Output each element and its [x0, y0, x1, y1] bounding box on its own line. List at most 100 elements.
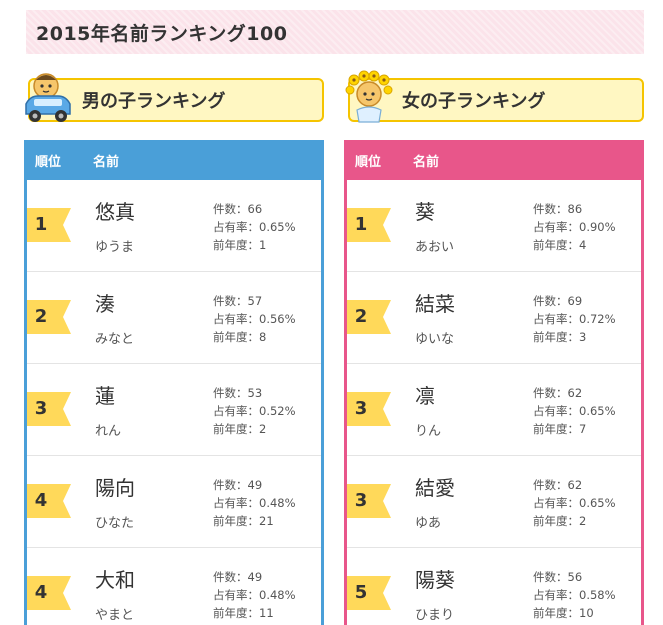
rank-number: 5	[354, 582, 368, 603]
prev-value: 10	[579, 606, 594, 620]
rank-ribbon-icon: 4	[27, 484, 71, 518]
rank-ribbon-icon: 3	[27, 392, 71, 426]
table-row[interactable]: 4 大和 やまと 件数：49 占有率：0.48% 前年度：11	[27, 548, 321, 625]
rank-ribbon-icon: 2	[347, 300, 391, 334]
prev-value: 2	[259, 422, 267, 436]
table-row[interactable]: 3 結愛 ゆあ 件数：62 占有率：0.65% 前年度：2	[347, 456, 641, 548]
share-value: 0.48%	[259, 496, 296, 510]
name-stats: 件数：49 占有率：0.48% 前年度：21	[213, 476, 296, 530]
boys-table-header: 順位 名前	[27, 140, 321, 180]
name-reading: ゆあ	[415, 516, 442, 531]
name-stats: 件数：62 占有率：0.65% 前年度：2	[533, 476, 616, 530]
prev-value: 4	[579, 238, 587, 252]
girls-ranking-heading: 女の子ランキング	[345, 70, 644, 123]
prev-label: 前年度：	[533, 606, 579, 620]
share-label: 占有率：	[533, 404, 579, 418]
prev-value: 3	[579, 330, 587, 344]
prev-label: 前年度：	[213, 330, 259, 344]
count-value: 86	[567, 202, 583, 216]
table-row[interactable]: 5 陽葵 ひまり 件数：56 占有率：0.58% 前年度：10	[347, 548, 641, 625]
boys-ranking-heading-label: 男の子ランキング	[82, 91, 226, 112]
rank-ribbon-icon: 2	[27, 300, 71, 334]
name-kanji: 湊	[95, 292, 115, 316]
prev-value: 2	[579, 514, 587, 528]
rank-number: 3	[34, 398, 48, 419]
share-label: 占有率：	[213, 496, 259, 510]
name-stats: 件数：56 占有率：0.58% 前年度：10	[533, 568, 616, 622]
count-value: 69	[567, 294, 583, 308]
name-reading: やまと	[95, 608, 135, 623]
prev-label: 前年度：	[213, 514, 259, 528]
share-label: 占有率：	[533, 496, 579, 510]
prev-label: 前年度：	[533, 422, 579, 436]
share-value: 0.90%	[579, 220, 616, 234]
boys-ranking-heading: 男の子ランキング	[25, 73, 324, 122]
girls-ranking-heading-label: 女の子ランキング	[402, 91, 546, 112]
name-stats: 件数：86 占有率：0.90% 前年度：4	[533, 200, 616, 254]
name-kanji: 悠真	[95, 200, 135, 224]
table-row[interactable]: 1 葵 あおい 件数：86 占有率：0.90% 前年度：4	[347, 180, 641, 272]
rank-ribbon-icon: 3	[347, 392, 391, 426]
prev-label: 前年度：	[533, 514, 579, 528]
share-label: 占有率：	[213, 220, 259, 234]
share-value: 0.56%	[259, 312, 296, 326]
name-reading: りん	[415, 424, 442, 439]
name-reading: ひまり	[415, 608, 455, 623]
count-label: 件数：	[533, 202, 568, 216]
share-value: 0.72%	[579, 312, 616, 326]
count-label: 件数：	[533, 478, 568, 492]
count-label: 件数：	[213, 478, 248, 492]
share-label: 占有率：	[533, 220, 579, 234]
share-value: 0.58%	[579, 588, 616, 602]
count-value: 49	[247, 570, 263, 584]
table-row[interactable]: 3 蓮 れん 件数：53 占有率：0.52% 前年度：2	[27, 364, 321, 456]
count-label: 件数：	[533, 294, 568, 308]
name-kanji: 葵	[415, 200, 435, 224]
rank-number: 2	[34, 306, 48, 327]
prev-label: 前年度：	[213, 238, 259, 252]
rank-column-header: 順位	[355, 154, 382, 170]
name-column-header: 名前	[93, 154, 120, 170]
prev-value: 11	[259, 606, 274, 620]
share-label: 占有率：	[213, 588, 259, 602]
name-stats: 件数：69 占有率：0.72% 前年度：3	[533, 292, 616, 346]
count-value: 62	[567, 386, 583, 400]
share-label: 占有率：	[213, 312, 259, 326]
prev-value: 1	[259, 238, 267, 252]
name-kanji: 陽向	[95, 476, 135, 500]
count-value: 56	[567, 570, 583, 584]
rank-ribbon-icon: 3	[347, 484, 391, 518]
prev-value: 7	[579, 422, 587, 436]
count-value: 49	[247, 478, 263, 492]
share-value: 0.52%	[259, 404, 296, 418]
share-value: 0.48%	[259, 588, 296, 602]
count-label: 件数：	[213, 570, 248, 584]
rank-ribbon-icon: 1	[27, 208, 71, 242]
table-row[interactable]: 4 陽向 ひなた 件数：49 占有率：0.48% 前年度：21	[27, 456, 321, 548]
girls-ranking-table: 順位 名前 1 葵 あおい 件数：86 占有率：0.90% 前年度：4 2 結菜…	[344, 140, 644, 625]
count-label: 件数：	[213, 294, 248, 308]
count-label: 件数：	[533, 570, 568, 584]
share-value: 0.65%	[579, 496, 616, 510]
count-label: 件数：	[213, 202, 248, 216]
rank-ribbon-icon: 5	[347, 576, 391, 610]
table-row[interactable]: 3 凛 りん 件数：62 占有率：0.65% 前年度：7	[347, 364, 641, 456]
rank-number: 2	[354, 306, 368, 327]
count-value: 57	[247, 294, 263, 308]
page-title: 2015年名前ランキング100	[36, 22, 288, 45]
prev-value: 8	[259, 330, 267, 344]
name-kanji: 蓮	[95, 384, 115, 408]
table-row[interactable]: 1 悠真 ゆうま 件数：66 占有率：0.65% 前年度：1	[27, 180, 321, 272]
prev-value: 21	[259, 514, 274, 528]
rank-number: 1	[354, 214, 368, 235]
boys-ranking-table: 順位 名前 1 悠真 ゆうま 件数：66 占有率：0.65% 前年度：1 2 湊…	[24, 140, 324, 625]
name-stats: 件数：62 占有率：0.65% 前年度：7	[533, 384, 616, 438]
count-label: 件数：	[213, 386, 248, 400]
name-stats: 件数：57 占有率：0.56% 前年度：8	[213, 292, 296, 346]
page-title-bar: 2015年名前ランキング100	[26, 10, 644, 54]
share-value: 0.65%	[259, 220, 296, 234]
share-label: 占有率：	[213, 404, 259, 418]
rank-ribbon-icon: 4	[27, 576, 71, 610]
table-row[interactable]: 2 湊 みなと 件数：57 占有率：0.56% 前年度：8	[27, 272, 321, 364]
table-row[interactable]: 2 結菜 ゆいな 件数：69 占有率：0.72% 前年度：3	[347, 272, 641, 364]
